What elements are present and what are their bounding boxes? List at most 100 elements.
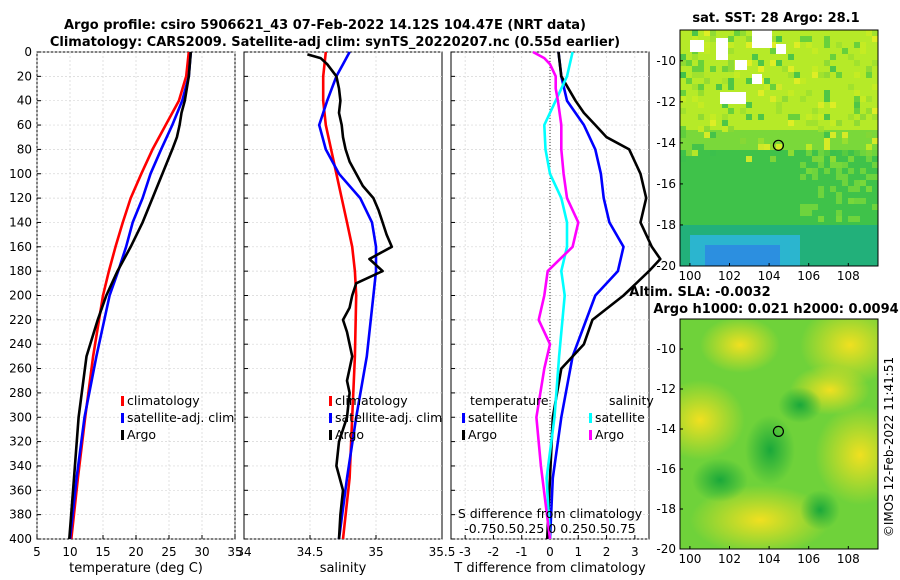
sst-pixel [722, 120, 728, 126]
sst-pixel [854, 42, 860, 48]
sst-pixel [692, 66, 698, 72]
sst-pixel [698, 84, 704, 90]
y-tick-label: 140 [9, 215, 32, 229]
legend-label: Argo [335, 427, 364, 442]
sst-pixel [848, 186, 854, 192]
sst-pixel [854, 72, 860, 78]
sst-pixel [848, 156, 854, 162]
sst-pixel [698, 126, 704, 132]
sst-heatmap-field [680, 30, 878, 266]
sst-pixel [680, 96, 686, 102]
figure-title-line1: Argo profile: csiro 5906621_43 07-Feb-20… [64, 18, 586, 33]
sst-pixel [872, 108, 878, 114]
legend-swatch [121, 396, 124, 406]
sst-pixel [860, 168, 866, 174]
sst-pixel [806, 120, 812, 126]
sst-pixel [812, 66, 818, 72]
sst-pixel [788, 120, 794, 126]
sst-pixel [710, 36, 716, 42]
sst-pixel [794, 78, 800, 84]
sst-pixel [692, 150, 698, 156]
sst-pixel [806, 210, 812, 216]
sst-pixel [854, 102, 860, 108]
sst-pixel [824, 72, 830, 78]
sst-pixel [818, 156, 824, 162]
sst-pixel [728, 66, 734, 72]
legend-swatch [462, 430, 465, 440]
sst-pixel [836, 72, 842, 78]
sst-pixel [824, 90, 830, 96]
sst-pixel [836, 42, 842, 48]
difference-panel: -3 -2 -1 0 1 2 3 T difference from climatology t… [450, 50, 662, 576]
map-x-tick-label: 102 [718, 269, 741, 283]
sst-pixel [872, 114, 878, 120]
map-x-tick-label: 102 [718, 552, 741, 566]
sst-pixel [710, 30, 716, 36]
sst-pixel [830, 102, 836, 108]
sst-pixel [770, 144, 776, 150]
sst-pixel [794, 114, 800, 120]
series-line-salinity-satellite [542, 51, 574, 540]
sst-pixel [770, 156, 776, 162]
y-tick-label: 340 [9, 459, 32, 473]
sst-pixel [680, 156, 686, 162]
sst-pixel [680, 132, 686, 138]
sst-pixel [710, 120, 716, 126]
sst-pixel [800, 96, 806, 102]
sst-pixel [860, 150, 866, 156]
legend-label: satellite-adj. clim [127, 410, 234, 425]
map-y-tick-label: -12 [656, 95, 676, 109]
sst-pixel [824, 138, 830, 144]
sst-pixel [812, 156, 818, 162]
sst-pixel [758, 114, 764, 120]
sst-pixel [710, 132, 716, 138]
sst-pixel [770, 84, 776, 90]
series-line-argo [68, 51, 193, 540]
sla-map-title-line1: Altim. SLA: -0.0032 [629, 285, 770, 300]
sst-pixel [836, 192, 842, 198]
sst-pixel [752, 54, 758, 60]
x-axis-label: temperature (deg C) [69, 561, 203, 576]
map-y-tick-label: -18 [656, 218, 676, 232]
x-tick-label: 15 [95, 545, 110, 559]
x-tick-label: 35.5 [429, 545, 456, 559]
x-tick-label: 3 [631, 545, 639, 559]
sst-pixel [746, 42, 752, 48]
argo-location-marker [772, 425, 785, 437]
sst-pixel [806, 42, 812, 48]
sst-pixel [830, 54, 836, 60]
sst-pixel [872, 174, 878, 180]
y-tick-label: 40 [17, 94, 32, 108]
legend-label: Argo [595, 427, 624, 442]
sst-pixel [746, 114, 752, 120]
map-x-tick-label: 104 [758, 269, 781, 283]
sst-pixel [866, 30, 872, 36]
sst-pixel [728, 84, 734, 90]
map-x-tick-label: 108 [837, 552, 860, 566]
sst-pixel [854, 96, 860, 102]
series-line-satellite-adj-clim [317, 51, 378, 540]
sst-pixel [698, 66, 704, 72]
sst-pixel [740, 30, 746, 36]
legend-swatch [329, 413, 332, 423]
sst-pixel [788, 150, 794, 156]
sst-pixel [866, 186, 872, 192]
x-tick-label: 34.5 [297, 545, 324, 559]
sst-pixel [824, 168, 830, 174]
sst-pixel [836, 210, 842, 216]
sst-pixel [872, 60, 878, 66]
x-tick-label: 35 [368, 545, 383, 559]
sst-pixel [728, 36, 734, 42]
sst-pixel [770, 48, 776, 54]
sst-pixel [824, 96, 830, 102]
sst-pixel [824, 144, 830, 150]
sst-pixel [704, 72, 710, 78]
sst-pixel [818, 216, 824, 222]
legend-label: satellite [595, 410, 645, 425]
y-tick-label: 280 [9, 386, 32, 400]
sst-pixel [704, 126, 710, 132]
sst-pixel [830, 72, 836, 78]
sst-pixel [854, 186, 860, 192]
sst-pixel [686, 78, 692, 84]
